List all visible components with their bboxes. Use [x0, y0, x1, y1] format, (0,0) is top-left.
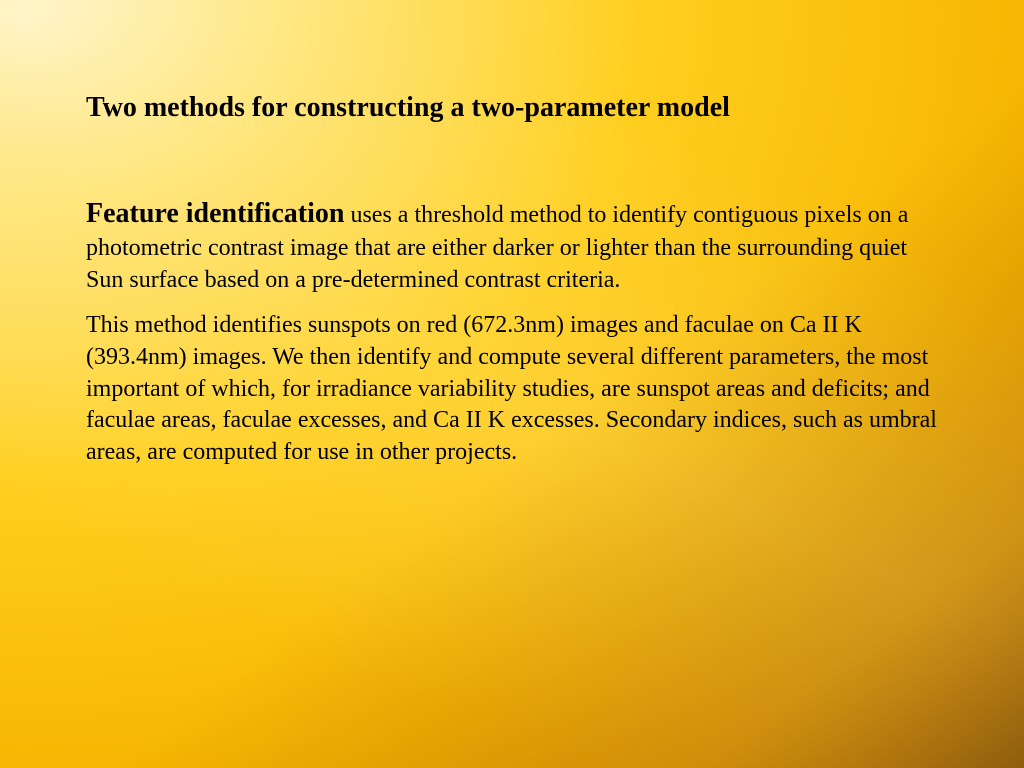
section-heading: Feature identification	[86, 198, 344, 229]
slide: Two methods for constructing a two-param…	[0, 0, 1024, 768]
slide-content: Two methods for constructing a two-param…	[0, 0, 1024, 469]
paragraph-method-details: This method identifies sunspots on red (…	[86, 310, 938, 468]
slide-title: Two methods for constructing a two-param…	[86, 92, 938, 124]
paragraph-feature-identification: Feature identification uses a threshold …	[86, 196, 938, 296]
